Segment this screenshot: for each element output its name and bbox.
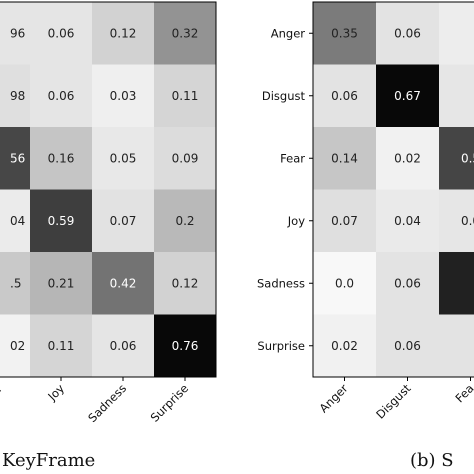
heatmap-cell xyxy=(439,252,474,315)
cell-value-label: 0.12 xyxy=(110,26,137,40)
heatmap-cell xyxy=(376,252,439,315)
cell-value-label: 0.0 xyxy=(461,214,474,228)
cell-value-label: 0.32 xyxy=(172,26,199,40)
heatmap-cell xyxy=(30,189,92,252)
cell-value-label: 0.07 xyxy=(331,214,358,228)
heatmap-cell xyxy=(313,189,376,252)
cell-value-label: 0.76 xyxy=(172,339,199,353)
y-tick-label: Disgust xyxy=(262,89,306,103)
heatmap-cell xyxy=(376,2,439,65)
right-panel-caption: (b) S xyxy=(410,450,454,471)
x-tick-label: Joy xyxy=(44,381,67,404)
heatmap-cell xyxy=(313,127,376,190)
cell-value-label: 0.04 xyxy=(394,214,421,228)
heatmap-cell xyxy=(154,314,216,377)
keyframe-confusion-matrix: 96 0.06 0.12 0.32 98 0.06 0.03 0.11 56 0.16 0.05 0.… xyxy=(0,1,217,425)
y-tick-label: Fear xyxy=(280,151,305,165)
cell-value-label: 0.16 xyxy=(48,151,75,165)
x-tick-label: Disgust xyxy=(373,381,414,422)
heatmap-cell xyxy=(154,127,216,190)
heatmap-cell xyxy=(0,127,30,190)
heatmap-cell xyxy=(154,64,216,127)
x-tick-label: Anger xyxy=(316,381,350,415)
heatmap-cell xyxy=(376,127,439,190)
cell-value-label: 0.12 xyxy=(172,276,199,290)
cell-value-label: 0.0 xyxy=(335,276,354,290)
cell-value-label: 0.2 xyxy=(175,214,194,228)
cell-value-label: 0.06 xyxy=(48,89,75,103)
cell-value-label: 0.21 xyxy=(48,276,75,290)
cell-value-label: 0.06 xyxy=(394,339,421,353)
heatmap-cell xyxy=(30,64,92,127)
cell-value-label: 0.06 xyxy=(331,89,358,103)
cell-value-label: 0.11 xyxy=(172,89,199,103)
second-confusion-matrix: 0.35 0.06 0.06 0.67 0.14 0.02 0.5 0.07 0.04 0.0 0.… xyxy=(257,1,474,422)
heatmap-cell xyxy=(0,252,30,315)
heatmap-cell xyxy=(92,64,154,127)
cell-value-label: 0.02 xyxy=(394,151,421,165)
y-tick-label: Sadness xyxy=(257,276,305,290)
heatmap-cell xyxy=(313,252,376,315)
cell-value-label: 0.07 xyxy=(110,214,137,228)
heatmap-cell xyxy=(0,189,30,252)
cell-value-label: 0.02 xyxy=(331,339,358,353)
left-panel-caption: KeyFrame xyxy=(2,450,96,471)
cell-value-label: 0.03 xyxy=(110,89,137,103)
heatmap-cell xyxy=(30,314,92,377)
cell-value-label: 0.06 xyxy=(394,276,421,290)
heatmap-cell xyxy=(439,64,474,127)
y-tick-label: Anger xyxy=(271,26,306,40)
x-tick-label: Surprise xyxy=(148,381,192,425)
cell-value-label: 0.59 xyxy=(48,214,75,228)
cell-value-label: 56 xyxy=(10,151,25,165)
x-tick-label: Fea xyxy=(453,381,474,405)
cell-value-label: 04 xyxy=(10,214,25,228)
heatmap-cell xyxy=(0,2,30,65)
cell-value-label: 0.05 xyxy=(110,151,137,165)
cell-value-label: 0.06 xyxy=(394,26,421,40)
cell-value-label: 0.35 xyxy=(331,26,358,40)
heatmap-cell xyxy=(92,2,154,65)
heatmap-cell xyxy=(30,127,92,190)
cell-value-label: .5 xyxy=(10,276,21,290)
heatmap-cell xyxy=(376,314,439,377)
heatmap-cell xyxy=(376,189,439,252)
heatmap-cell xyxy=(439,189,474,252)
cell-value-label: 02 xyxy=(10,339,25,353)
cell-value-label: 0.14 xyxy=(331,151,358,165)
heatmap-cell xyxy=(313,64,376,127)
y-tick-label: Joy xyxy=(287,214,305,228)
cell-value-label: 0.42 xyxy=(110,276,137,290)
cell-value-label: 96 xyxy=(10,26,25,40)
heatmap-cell xyxy=(30,252,92,315)
heatmap-cell xyxy=(154,252,216,315)
heatmap-cell xyxy=(439,2,474,65)
cell-value-label: 0.5 xyxy=(461,151,474,165)
heatmap-cell xyxy=(154,2,216,65)
heatmap-cell xyxy=(0,314,30,377)
heatmap-cell xyxy=(92,127,154,190)
heatmap-frame xyxy=(0,1,217,378)
heatmap-cell xyxy=(154,189,216,252)
heatmap-cell xyxy=(439,314,474,377)
cell-value-label: 0.06 xyxy=(48,26,75,40)
heatmap-cell xyxy=(92,314,154,377)
heatmap-cell xyxy=(376,64,439,127)
cell-value-label: 0.09 xyxy=(172,151,199,165)
y-tick-label: Surprise xyxy=(257,339,305,353)
cell-value-label: 0.11 xyxy=(48,339,75,353)
cell-value-label: 0.06 xyxy=(110,339,137,353)
heatmap-cell xyxy=(313,314,376,377)
cell-value-label: 0.67 xyxy=(394,89,421,103)
x-tick-label: Sadness xyxy=(85,381,129,425)
heatmap-cell xyxy=(0,64,30,127)
cell-value-label: 98 xyxy=(10,89,25,103)
heatmap-cell xyxy=(92,252,154,315)
heatmap-cell xyxy=(439,127,474,190)
x-tick-label: ar xyxy=(0,381,5,399)
heatmap-cell xyxy=(30,2,92,65)
heatmap-cell xyxy=(92,189,154,252)
heatmap-cell xyxy=(313,2,376,65)
